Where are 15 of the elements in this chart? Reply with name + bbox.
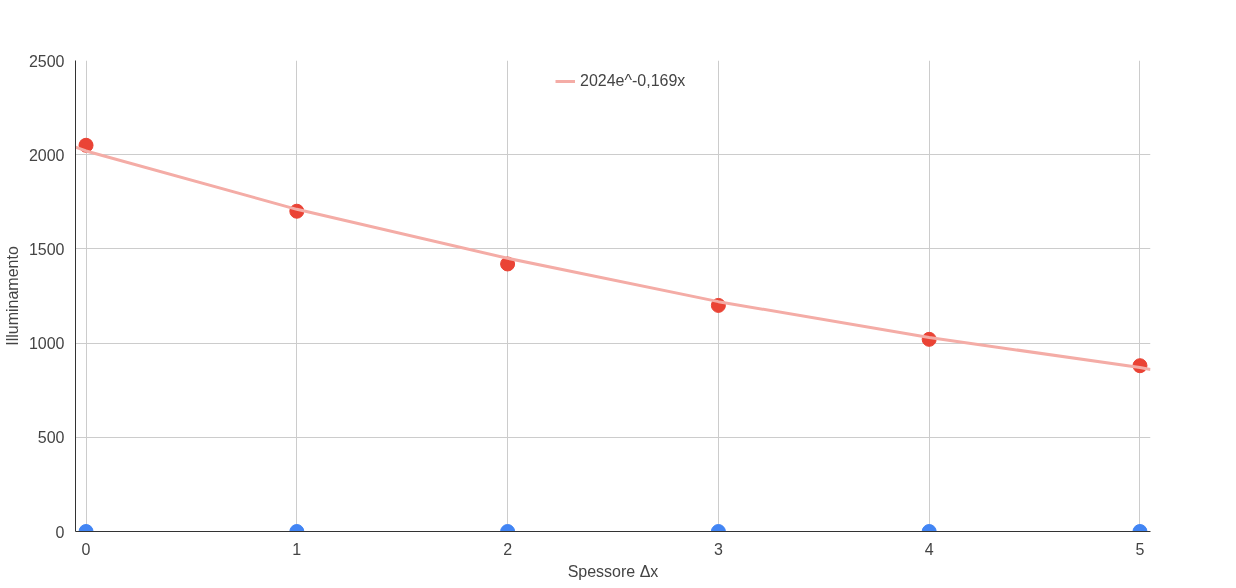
- y-tick-label: 1500: [28, 240, 65, 258]
- y-tick-label: 1000: [28, 335, 65, 353]
- x-tick-label: 0: [81, 540, 91, 558]
- x-tick-label: 5: [1135, 540, 1145, 558]
- y-tick-label: 2500: [28, 52, 65, 70]
- y-tick-label: 0: [55, 523, 65, 541]
- y-tick-label: 2000: [28, 146, 65, 164]
- y-tick-label: 500: [37, 429, 65, 447]
- x-tick-label: 3: [713, 540, 723, 558]
- x-tick-label: 1: [292, 540, 302, 558]
- y-axis-title: Illuminamento: [3, 246, 21, 346]
- x-tick-label: 2: [503, 540, 513, 558]
- x-axis-title: Spessore Δx: [567, 562, 659, 580]
- legend-label: 2024e^-0,169x: [580, 72, 686, 90]
- x-tick-label: 4: [924, 540, 934, 558]
